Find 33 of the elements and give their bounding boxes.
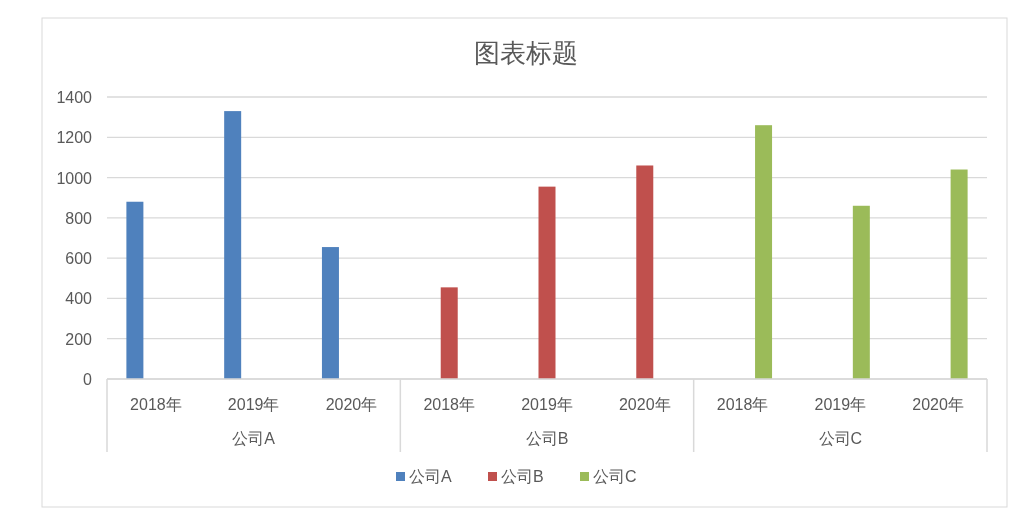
- x-tick-label: 2019年: [227, 396, 280, 413]
- bar: [321, 247, 339, 379]
- bar: [538, 186, 556, 379]
- y-tick-label: 600: [65, 250, 93, 268]
- legend-label: 公司B: [501, 468, 544, 485]
- y-tick-label: 800: [65, 209, 93, 227]
- x-tick-label: 2020年: [325, 396, 378, 413]
- y-tick-label: 1200: [56, 129, 93, 147]
- x-tick-label: 2019年: [814, 396, 867, 413]
- bar: [852, 205, 870, 379]
- bar: [224, 111, 242, 379]
- y-tick-label: 400: [65, 290, 93, 308]
- x-tick-label: 2018年: [716, 396, 769, 413]
- x-tick-label: 2019年: [521, 396, 573, 413]
- bar: [636, 165, 654, 379]
- bar: [950, 169, 968, 379]
- legend-label: 公司C: [593, 468, 637, 485]
- legend-label: 公司A: [409, 468, 452, 485]
- bar: [440, 287, 458, 379]
- y-tick-label: 0: [83, 371, 93, 388]
- y-tick-label: 1400: [56, 89, 93, 106]
- y-tick-label: 200: [65, 330, 93, 348]
- bar: [126, 201, 144, 379]
- x-tick-label: 2020年: [618, 396, 671, 413]
- text: 公司A: [232, 430, 276, 447]
- text: 公司C: [818, 430, 863, 447]
- y-tick-label: 1000: [56, 169, 93, 187]
- text: 公司B: [525, 430, 569, 447]
- x-tick-label: 2018年: [423, 396, 476, 413]
- x-tick-label: 2020年: [912, 396, 964, 413]
- bar: [755, 125, 773, 379]
- x-tick-label: 2018年: [130, 396, 182, 413]
- chart-title: 图表标题: [474, 38, 578, 68]
